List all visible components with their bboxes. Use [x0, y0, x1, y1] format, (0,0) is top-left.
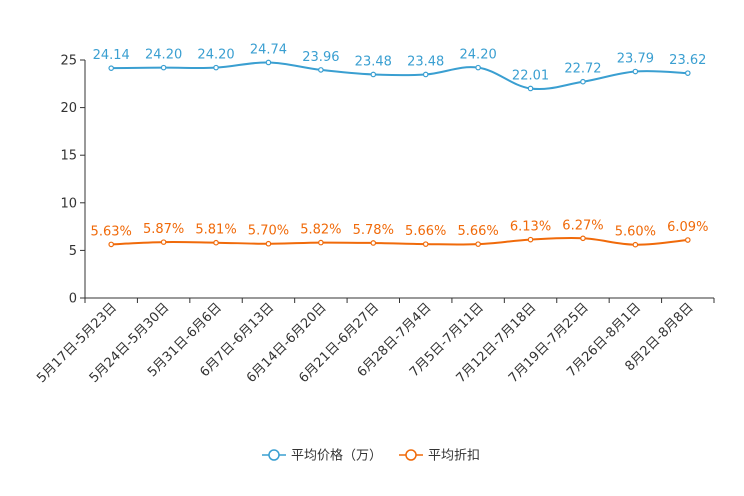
data-label: 22.01	[512, 68, 549, 83]
y-tick-label: 20	[60, 101, 77, 116]
y-tick-label: 25	[60, 54, 77, 69]
series-2: 5.63% 5.87% 5.81% 5.70% 5.82% 5.78% 5.66% 5.66%…	[91, 218, 708, 248]
legend-label: 平均折扣	[428, 449, 480, 464]
series-1: 24.14 24.20 24.20 24.74 23.96 23.48 23.48 24.20…	[93, 42, 706, 92]
data-label: 24.20	[145, 48, 182, 63]
data-point	[422, 71, 429, 78]
data-point	[580, 235, 586, 242]
legend-swatch-marker	[268, 449, 280, 461]
data-label: 5.70%	[248, 224, 289, 239]
series-line	[111, 236, 688, 246]
y-tick-label: 10	[60, 196, 77, 211]
data-label: 6.09%	[667, 220, 708, 235]
data-point	[475, 241, 481, 247]
data-label: 5.63%	[91, 224, 132, 239]
y-tick-label: 0	[69, 292, 77, 307]
data-point	[160, 239, 167, 245]
axes: 05101520255月17日-5月23日5月24日-5月30日5月31日-6月…	[34, 54, 715, 386]
data-label: 22.72	[564, 62, 601, 77]
series-line	[111, 61, 688, 91]
data-point	[684, 237, 691, 243]
data-label: 5.82%	[300, 223, 341, 238]
y-tick-label: 5	[69, 244, 77, 259]
legend-label: 平均价格（万）	[291, 448, 382, 464]
data-point	[580, 78, 586, 85]
data-label: 5.78%	[353, 223, 394, 238]
data-point	[370, 240, 377, 246]
data-point	[527, 236, 534, 243]
data-point	[265, 59, 272, 66]
data-label: 5.66%	[457, 224, 498, 239]
legend-swatch-marker	[405, 449, 417, 461]
data-label: 23.48	[355, 54, 392, 69]
data-point	[632, 68, 639, 75]
data-label: 6.13%	[510, 220, 551, 235]
data-point	[265, 240, 272, 247]
data-point	[213, 239, 219, 246]
data-label: 23.62	[669, 53, 706, 68]
data-label: 5.81%	[195, 223, 236, 238]
data-label: 24.74	[250, 42, 287, 57]
legend: 平均价格（万） 平均折扣	[262, 448, 480, 464]
data-label: 23.79	[617, 52, 654, 67]
data-label: 5.87%	[143, 222, 184, 237]
y-tick-label: 15	[60, 149, 77, 164]
data-point	[108, 241, 115, 248]
data-point	[108, 65, 115, 71]
data-label: 5.60%	[615, 225, 656, 240]
data-point	[160, 64, 167, 71]
data-point	[684, 70, 691, 76]
data-label: 6.27%	[562, 218, 603, 233]
data-label: 23.96	[302, 50, 339, 65]
data-label: 5.66%	[405, 224, 446, 239]
data-point	[370, 71, 377, 78]
data-point	[318, 67, 324, 73]
data-point	[213, 64, 219, 71]
data-label: 24.20	[197, 48, 234, 63]
data-point	[475, 64, 481, 71]
legend-item: 平均折扣	[399, 449, 480, 464]
data-label: 23.48	[407, 54, 444, 69]
data-point	[632, 241, 639, 248]
data-point	[318, 239, 324, 246]
data-point	[422, 241, 429, 247]
data-label: 24.20	[460, 48, 497, 63]
data-label: 24.14	[93, 48, 130, 63]
legend-item: 平均价格（万）	[262, 448, 382, 464]
data-point	[527, 85, 534, 92]
